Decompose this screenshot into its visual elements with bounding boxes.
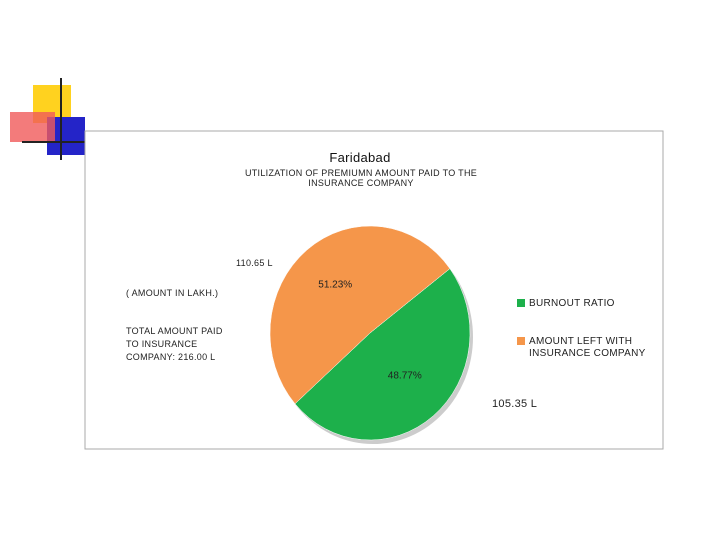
legend-swatch: [517, 337, 525, 345]
legend-label: BURNOUT RATIO: [529, 298, 615, 309]
amount-label: 105.35 L: [492, 398, 538, 410]
total-note: TOTAL AMOUNT PAID TO INSURANCE COMPANY: …: [126, 326, 223, 362]
data-label: 48.77%: [388, 371, 422, 382]
unit-note: ( AMOUNT IN LAKH.): [126, 288, 219, 298]
legend-swatch: [517, 299, 525, 307]
chart-subtitle: UTILIZATION OF PREMIUMN AMOUNT PAID TO T…: [244, 168, 478, 188]
legend-label: AMOUNT LEFT WITH INSURANCE COMPANY: [529, 336, 646, 359]
chart-title: Faridabad: [329, 150, 391, 165]
pie-slice: [294, 268, 471, 441]
data-label: 51.23%: [318, 279, 352, 290]
deco: [10, 112, 55, 142]
amount-label: 110.65 L: [236, 258, 273, 268]
pie-slice: [269, 225, 451, 405]
